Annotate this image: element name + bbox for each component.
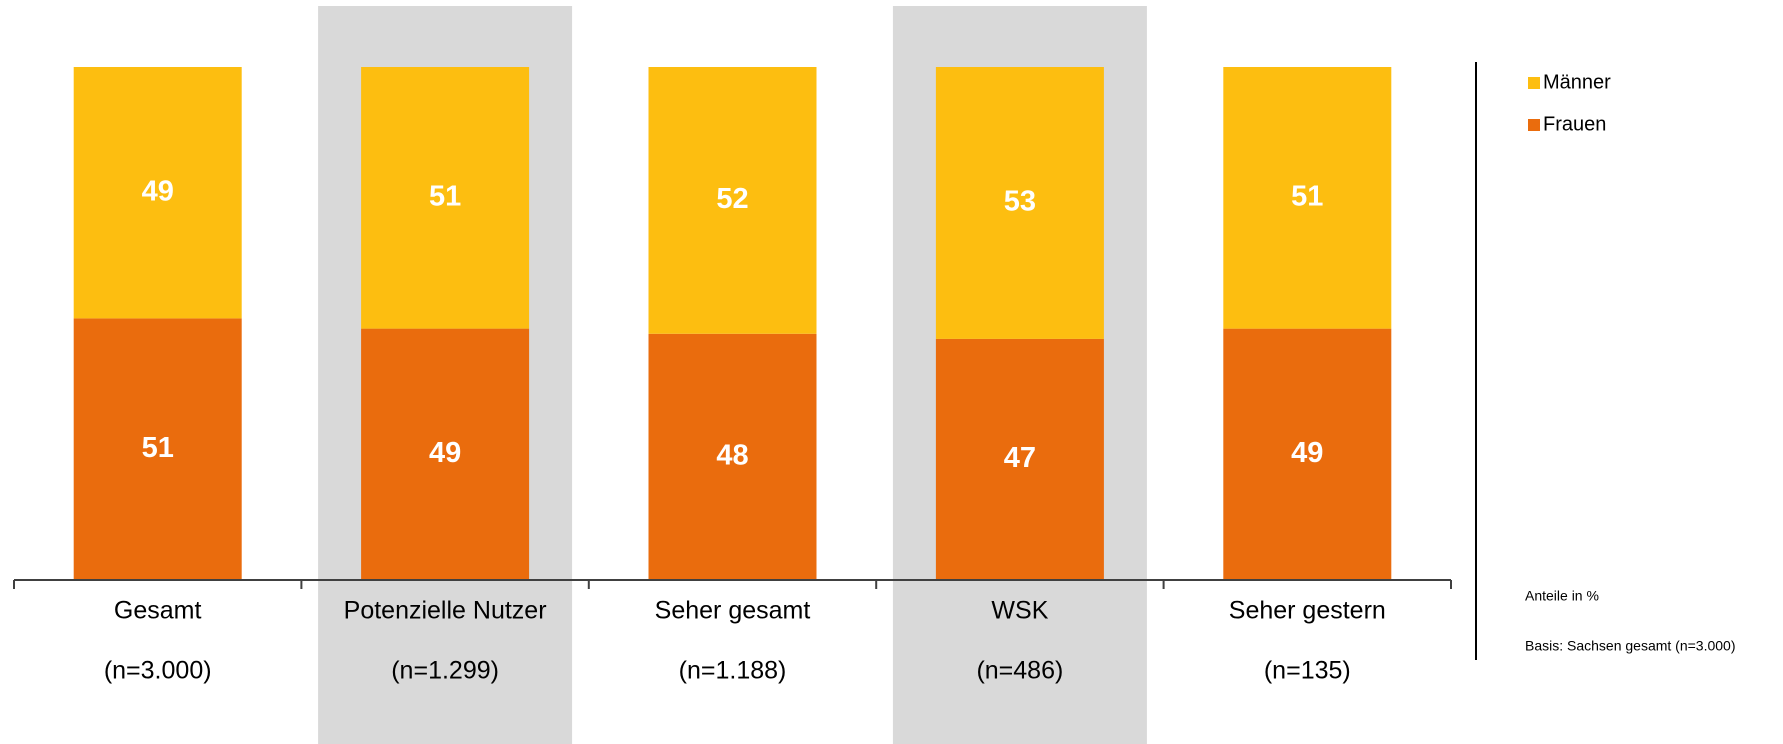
x-tick-label: WSK xyxy=(991,597,1048,625)
bar-segment xyxy=(648,333,817,580)
bar-segment xyxy=(73,318,242,580)
x-tick-label: Gesamt xyxy=(114,597,202,625)
legend-swatch xyxy=(1528,77,1540,89)
legend-label: Frauen xyxy=(1543,113,1606,135)
value-label: 49 xyxy=(1291,437,1323,469)
bar-segment xyxy=(935,67,1104,339)
sample-size: (n=486) xyxy=(976,657,1063,685)
bar-segment xyxy=(361,67,530,329)
sample-size: (n=3.000) xyxy=(104,657,212,685)
value-label: 51 xyxy=(142,432,174,464)
sample-size: (n=1.188) xyxy=(679,657,787,685)
sample-size: (n=1.299) xyxy=(391,657,499,685)
bar-segment xyxy=(935,338,1104,580)
bar-segment xyxy=(648,67,817,334)
value-label: 51 xyxy=(429,180,461,212)
value-label: 47 xyxy=(1004,442,1036,474)
value-label: 49 xyxy=(429,437,461,469)
note: Basis: Sachsen gesamt (n=3.000) xyxy=(1525,638,1736,654)
bar-segment xyxy=(1223,328,1392,580)
legend-label: Männer xyxy=(1543,71,1611,93)
sample-size: (n=135) xyxy=(1264,657,1351,685)
bar-segment xyxy=(73,67,242,319)
x-tick-label: Seher gesamt xyxy=(655,597,811,625)
bar-segment xyxy=(1223,67,1392,329)
x-tick-label: Seher gestern xyxy=(1229,597,1386,625)
value-label: 53 xyxy=(1004,186,1036,218)
bar-segment xyxy=(361,328,530,580)
value-label: 48 xyxy=(716,440,748,472)
value-label: 52 xyxy=(716,183,748,215)
value-label: 49 xyxy=(142,175,174,207)
note: Anteile in % xyxy=(1525,588,1599,604)
x-tick-label: Potenzielle Nutzer xyxy=(344,597,547,625)
legend-swatch xyxy=(1528,119,1540,131)
value-label: 51 xyxy=(1291,180,1323,212)
